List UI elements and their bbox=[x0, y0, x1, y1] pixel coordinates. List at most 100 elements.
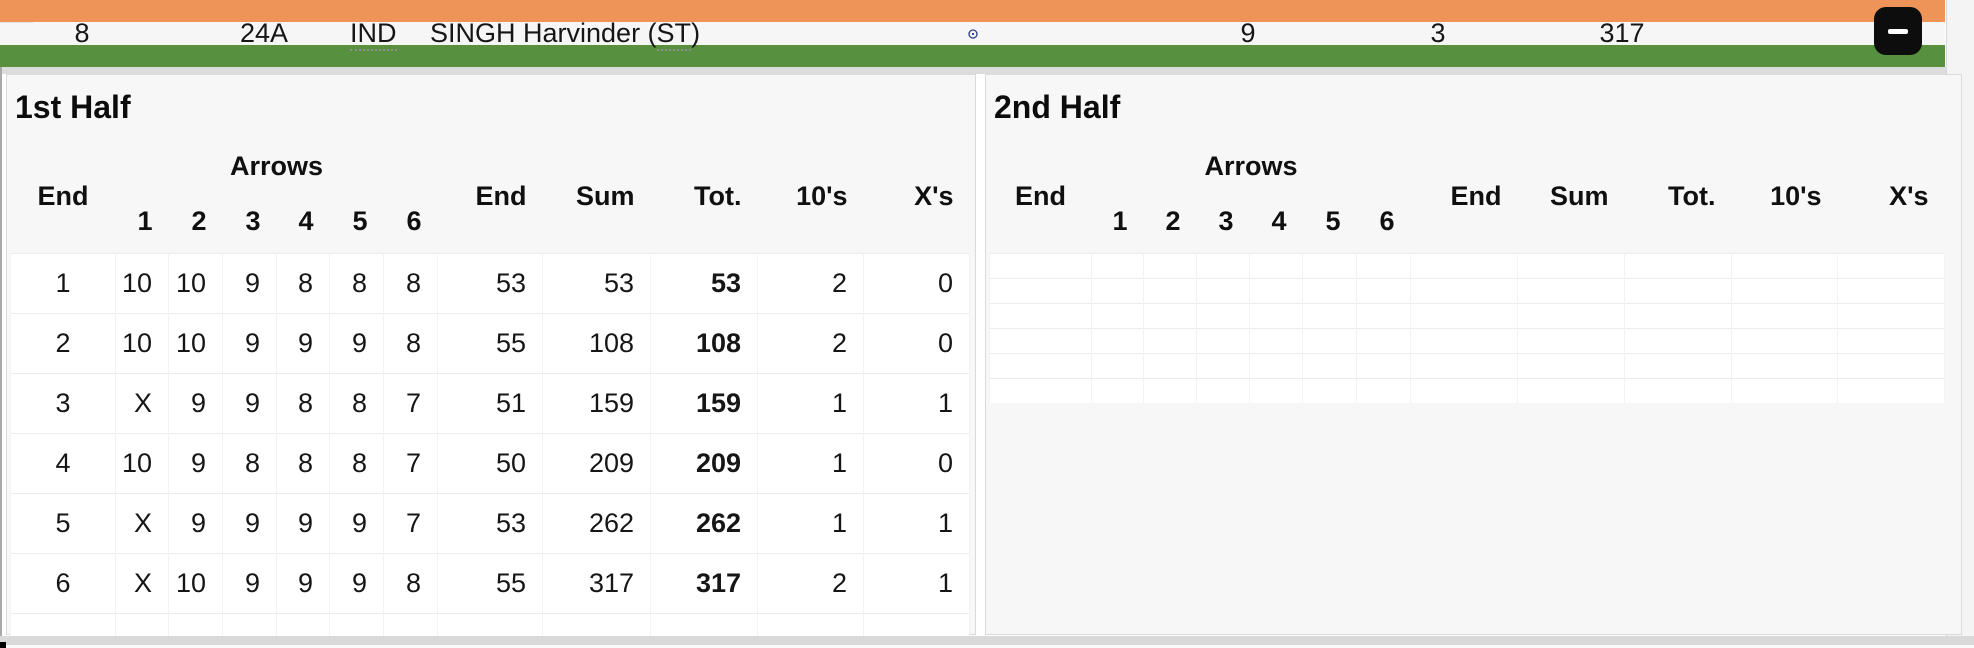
arrow-cell: 7 bbox=[382, 493, 438, 553]
target-assignment: 24A bbox=[239, 18, 289, 48]
arrow-col-6: 6 bbox=[1379, 206, 1395, 237]
arrow-cell: 8 bbox=[222, 433, 277, 493]
empty-cell bbox=[1091, 303, 1144, 328]
tens-cell: 2 bbox=[757, 313, 864, 373]
end-row-1: 1 10 10 9 8 8 8 53 53 53 2 0 bbox=[10, 253, 971, 313]
arrow-cell: 8 bbox=[276, 253, 330, 313]
arrow-cell: X bbox=[115, 553, 169, 613]
empty-cell bbox=[1143, 353, 1197, 378]
empty-cell bbox=[1249, 278, 1303, 303]
sum-cell: 262 bbox=[542, 493, 651, 553]
end-score-cell: 50 bbox=[437, 433, 543, 493]
athlete-rank: 8 bbox=[74, 18, 90, 48]
col-header-end-score: End bbox=[475, 181, 527, 212]
empty-cell bbox=[1091, 353, 1144, 378]
col-header-arrows: Arrows bbox=[230, 150, 324, 181]
arrow-cell: X bbox=[115, 373, 169, 433]
arrow-cell: 10 bbox=[168, 253, 223, 313]
second-half-table: End Arrows End Sum Tot. 10's X's 1 2 3 4… bbox=[989, 141, 1946, 403]
empty-cell bbox=[1302, 328, 1357, 353]
empty-cell bbox=[1355, 378, 1411, 403]
empty-end-row bbox=[989, 303, 1946, 328]
empty-cell bbox=[1731, 353, 1838, 378]
athlete-name-text: SINGH Harvinder ( bbox=[430, 18, 657, 48]
athlete-stat-2: 3 bbox=[1430, 18, 1446, 48]
arrow-col-2: 2 bbox=[191, 206, 207, 237]
sum-cell: 53 bbox=[542, 253, 651, 313]
arrow-col-3: 3 bbox=[1218, 206, 1234, 237]
empty-cell bbox=[1410, 303, 1518, 328]
empty-cell bbox=[1196, 328, 1250, 353]
xs-cell: 0 bbox=[863, 313, 971, 373]
arrow-col-4: 4 bbox=[1271, 206, 1287, 237]
empty-cell bbox=[1624, 253, 1732, 278]
arrow-cell: 8 bbox=[382, 553, 438, 613]
empty-cell bbox=[1091, 328, 1144, 353]
arrow-cell: 9 bbox=[168, 433, 223, 493]
arrow-cell: 7 bbox=[382, 433, 438, 493]
page-left-edge bbox=[0, 67, 2, 648]
empty-cell bbox=[437, 613, 543, 637]
arrow-cell: 9 bbox=[222, 553, 277, 613]
athlete-name-suffix: ) bbox=[691, 18, 701, 48]
end-row-4: 4 10 9 8 8 8 7 50 209 209 1 0 bbox=[10, 433, 971, 493]
empty-cell bbox=[1196, 303, 1250, 328]
empty-cell bbox=[115, 613, 169, 637]
arrow-cell: 10 bbox=[168, 313, 223, 373]
empty-cell bbox=[1143, 303, 1197, 328]
athlete-stat-1: 9 bbox=[1240, 18, 1256, 48]
empty-end-row bbox=[989, 253, 1946, 278]
empty-cell bbox=[757, 613, 864, 637]
empty-cell bbox=[1410, 253, 1518, 278]
empty-cell bbox=[1731, 303, 1838, 328]
arrow-col-1: 1 bbox=[1112, 206, 1128, 237]
arrow-cell: 10 bbox=[115, 313, 169, 373]
total-cell: 53 bbox=[650, 253, 758, 313]
arrow-cell: 7 bbox=[382, 373, 438, 433]
arrow-cell: 8 bbox=[329, 253, 384, 313]
empty-cell bbox=[989, 278, 1092, 303]
arrow-col-1: 1 bbox=[137, 206, 153, 237]
xs-cell: 1 bbox=[863, 493, 971, 553]
arrow-cell: 10 bbox=[115, 433, 169, 493]
empty-cell bbox=[1624, 353, 1732, 378]
arrow-col-6: 6 bbox=[406, 206, 422, 237]
end-number: 4 bbox=[10, 433, 116, 493]
arrow-cell: 9 bbox=[222, 253, 277, 313]
end-score-cell: 53 bbox=[437, 493, 543, 553]
empty-cell bbox=[1143, 253, 1197, 278]
empty-cell bbox=[1091, 278, 1144, 303]
sum-cell: 159 bbox=[542, 373, 651, 433]
empty-cell bbox=[1517, 253, 1625, 278]
empty-cell bbox=[1624, 328, 1732, 353]
empty-cell bbox=[863, 613, 971, 637]
col-header-sum: Sum bbox=[1550, 181, 1609, 212]
empty-cell bbox=[1302, 278, 1357, 303]
empty-end-row bbox=[989, 353, 1946, 378]
collapse-row-button[interactable] bbox=[1874, 7, 1922, 55]
empty-end-row bbox=[989, 328, 1946, 353]
noc-abbr: IND bbox=[350, 18, 397, 51]
next-row-sliver bbox=[0, 645, 1974, 648]
col-header-end: End bbox=[37, 181, 89, 212]
col-header-tot: Tot. bbox=[694, 181, 742, 212]
empty-cell bbox=[989, 328, 1092, 353]
classification-abbr: ST bbox=[656, 18, 692, 51]
empty-cell bbox=[1837, 353, 1946, 378]
empty-cell bbox=[1302, 303, 1357, 328]
arrow-cell: 9 bbox=[329, 493, 384, 553]
empty-cell bbox=[1837, 378, 1946, 403]
total-cell: 209 bbox=[650, 433, 758, 493]
empty-cell bbox=[1517, 278, 1625, 303]
empty-cell bbox=[1837, 328, 1946, 353]
empty-cell bbox=[989, 353, 1092, 378]
total-cell: 262 bbox=[650, 493, 758, 553]
xs-cell: 1 bbox=[863, 373, 971, 433]
arrow-cell: 8 bbox=[276, 433, 330, 493]
empty-cell bbox=[168, 613, 223, 637]
xs-cell: 0 bbox=[863, 253, 971, 313]
empty-cell bbox=[1517, 353, 1625, 378]
ashoka-chakra-icon bbox=[967, 28, 978, 39]
athlete-noc: IND bbox=[350, 0, 397, 67]
col-header-xs: X's bbox=[914, 181, 954, 212]
